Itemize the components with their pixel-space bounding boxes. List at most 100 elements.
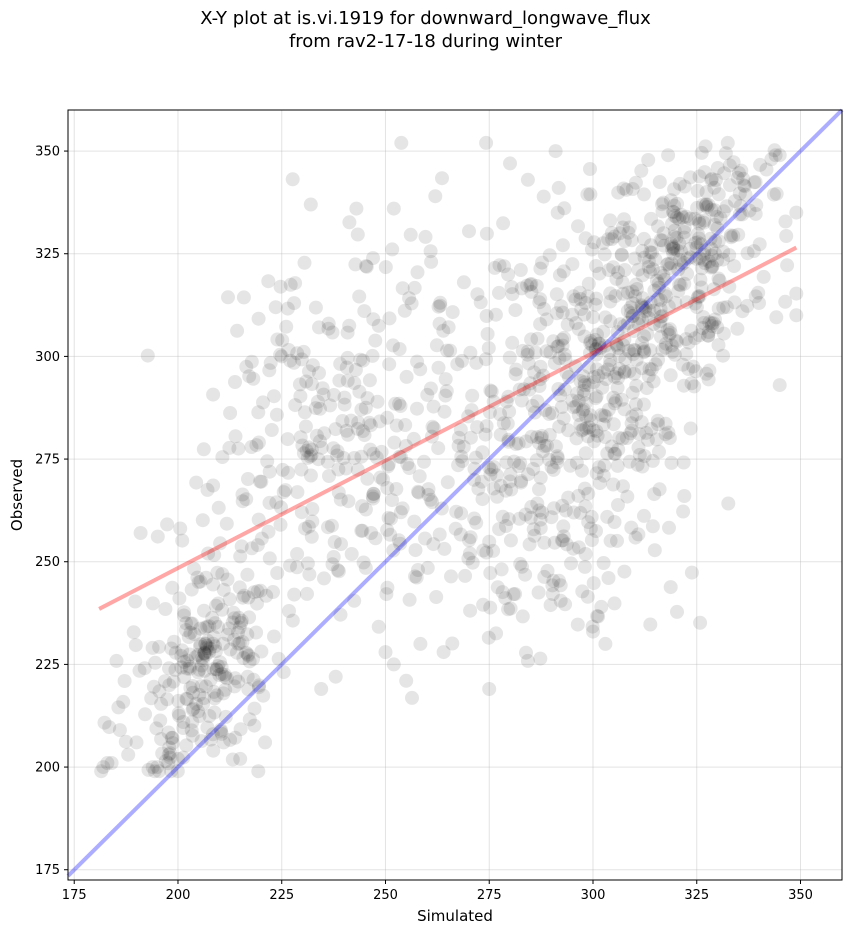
data-point (748, 289, 763, 304)
data-point (394, 450, 408, 465)
data-point (665, 344, 680, 359)
data-point (363, 418, 378, 433)
data-point (646, 317, 661, 332)
data-point (536, 368, 551, 383)
data-point (438, 388, 453, 403)
data-point (486, 460, 501, 474)
data-point (387, 435, 402, 450)
data-point (342, 215, 357, 230)
data-point (154, 732, 169, 746)
data-point (583, 162, 597, 176)
data-point (235, 494, 250, 509)
data-point (767, 143, 782, 158)
data-point (555, 338, 570, 353)
data-point (695, 321, 710, 335)
data-point (723, 178, 737, 193)
data-point (418, 229, 433, 244)
data-point (653, 266, 668, 280)
data-point (179, 616, 193, 631)
data-point (380, 580, 395, 595)
data-point (402, 592, 417, 607)
data-point (699, 366, 714, 381)
data-point (173, 521, 188, 536)
data-point (644, 422, 659, 436)
data-point (163, 750, 178, 765)
reference-lines (66, 108, 844, 878)
data-point (448, 521, 463, 536)
data-point (627, 251, 642, 266)
data-point (303, 468, 318, 483)
data-point (569, 431, 584, 446)
data-point (219, 671, 234, 686)
data-point (386, 338, 400, 353)
data-point (643, 264, 657, 279)
data-point (370, 394, 385, 409)
data-point (561, 370, 576, 384)
data-point (445, 636, 460, 651)
x-tick-label: 250 (373, 888, 398, 903)
data-point (352, 384, 367, 399)
data-point (383, 527, 398, 542)
data-point (443, 343, 458, 358)
data-point (670, 243, 685, 258)
data-point (655, 204, 670, 219)
data-point (683, 211, 698, 226)
data-point (212, 668, 227, 683)
data-point (153, 713, 168, 728)
data-point (572, 285, 587, 300)
data-point (234, 613, 249, 628)
data-point (194, 734, 209, 749)
data-point (595, 380, 610, 395)
data-point (711, 301, 726, 316)
data-point (185, 728, 200, 743)
data-point (296, 446, 311, 461)
data-point (246, 652, 260, 666)
data-point (483, 383, 498, 398)
data-point (283, 277, 298, 292)
data-point (707, 217, 722, 232)
data-point (193, 621, 208, 636)
data-point (511, 459, 526, 474)
data-point (650, 413, 665, 428)
data-point (638, 300, 653, 315)
data-point (672, 176, 687, 191)
data-point (298, 521, 313, 536)
data-point (145, 596, 160, 611)
data-point (403, 227, 418, 242)
data-point (463, 603, 478, 618)
data-point (266, 585, 280, 599)
data-point (664, 242, 679, 257)
data-point (228, 730, 243, 745)
data-point (608, 289, 623, 304)
data-point (223, 642, 238, 657)
data-point (609, 366, 624, 381)
data-point (615, 431, 630, 446)
data-point (465, 555, 480, 570)
data-point (314, 682, 329, 696)
data-point (556, 264, 571, 279)
data-point (410, 401, 424, 416)
data-point (202, 709, 217, 723)
data-point (231, 636, 246, 651)
data-point (627, 366, 642, 381)
data-point (694, 261, 709, 276)
data-point (479, 419, 494, 434)
data-point (451, 458, 466, 473)
data-point (614, 247, 629, 262)
data-point (628, 343, 643, 358)
data-point (294, 462, 309, 477)
data-point (175, 533, 190, 548)
data-point (469, 355, 484, 370)
data-point (328, 422, 343, 437)
data-point (200, 619, 215, 634)
data-point (550, 449, 565, 464)
data-point (223, 406, 238, 420)
data-point (692, 289, 707, 304)
data-point (603, 213, 618, 228)
data-point (164, 641, 179, 656)
data-point (470, 420, 485, 435)
data-point (432, 316, 447, 331)
data-point (661, 299, 676, 314)
data-point (688, 331, 702, 346)
